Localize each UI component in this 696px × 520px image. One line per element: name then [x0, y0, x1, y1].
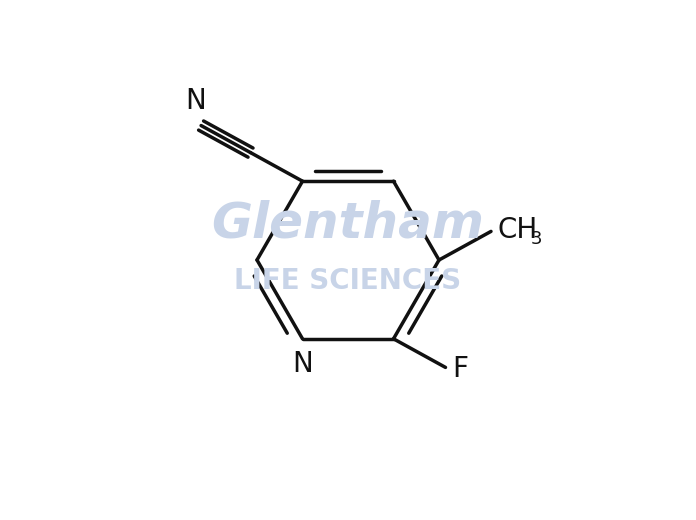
Text: F: F — [452, 355, 468, 383]
Text: LIFE SCIENCES: LIFE SCIENCES — [235, 267, 461, 295]
Text: CH: CH — [498, 216, 538, 244]
Text: N: N — [292, 350, 313, 378]
Text: N: N — [186, 87, 206, 115]
Text: Glentham: Glentham — [212, 200, 484, 248]
Text: 3: 3 — [530, 230, 542, 248]
